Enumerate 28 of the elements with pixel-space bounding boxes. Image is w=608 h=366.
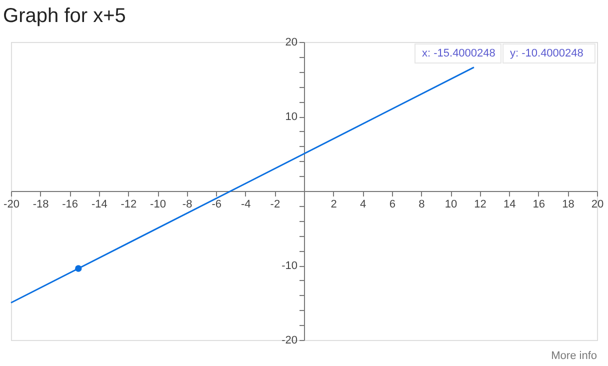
x-tick-label: 10 — [444, 198, 458, 210]
x-tick-label: -12 — [120, 198, 137, 210]
x-tick-label: 18 — [562, 198, 574, 210]
y-tick-label: 10 — [285, 111, 298, 123]
x-tick-label: -8 — [182, 198, 192, 210]
x-tick-label: 4 — [360, 198, 366, 210]
x-tick-label: -10 — [150, 198, 166, 210]
x-tick-label: -20 — [4, 198, 20, 210]
x-tick-label: -6 — [212, 198, 222, 210]
x-tick-label: 8 — [418, 198, 425, 210]
x-tick-label: -4 — [241, 198, 251, 210]
annotation: y: -10.4000248 — [510, 48, 584, 60]
x-tick-label: 20 — [591, 198, 604, 210]
x-tick-label: -18 — [32, 198, 49, 210]
x-tick-label: -14 — [91, 198, 108, 210]
text: More info — [551, 350, 597, 362]
annotation: x: -15.4000248 — [422, 48, 496, 60]
x-tick-label: -2 — [270, 198, 280, 210]
x-tick-label: 16 — [532, 198, 546, 210]
x-tick-label: 2 — [330, 198, 337, 210]
x-tick-label: 14 — [503, 198, 516, 210]
y-tick-label: 20 — [285, 36, 298, 48]
y-tick-label: -10 — [282, 260, 298, 272]
x-tick-label: 6 — [389, 198, 396, 210]
y-tick-label: -20 — [282, 334, 298, 346]
x-tick-label: -16 — [62, 198, 78, 210]
chart-title: Graph for x+5 — [3, 5, 126, 27]
x-tick-label: 12 — [474, 198, 486, 210]
